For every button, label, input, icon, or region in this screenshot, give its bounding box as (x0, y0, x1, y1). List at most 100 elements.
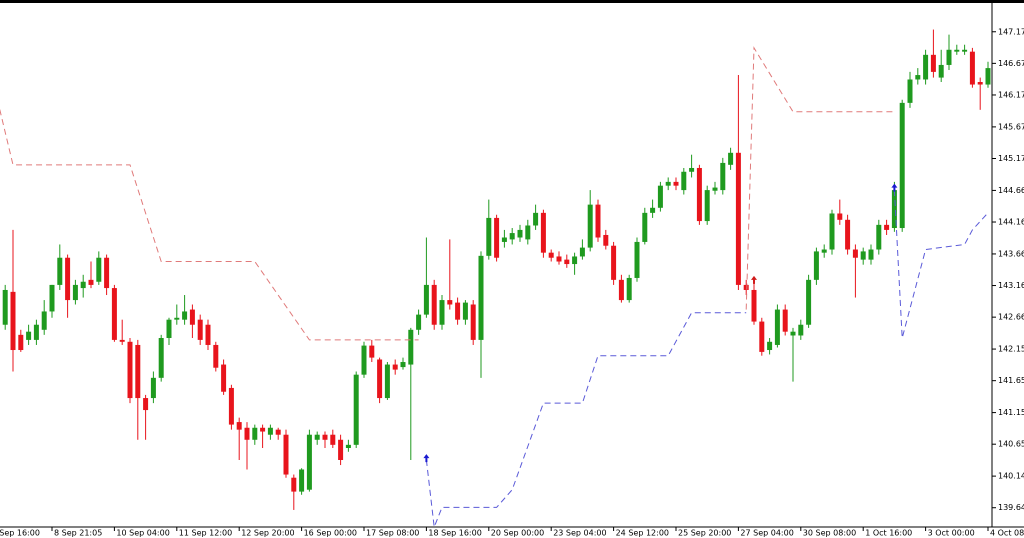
candle-body (837, 213, 843, 220)
y-tick-label: 144.165 (998, 218, 1024, 227)
candle-body (416, 314, 422, 330)
candle-body (267, 427, 273, 435)
x-tick-label: 23 Sep 04:00 (553, 529, 606, 538)
candle-body (494, 217, 500, 258)
candle-body (88, 279, 94, 285)
candle-body (111, 288, 117, 340)
y-tick-label: 141.655 (998, 376, 1024, 385)
candle-body (49, 284, 55, 312)
candle-body (361, 345, 367, 375)
candle-body (704, 190, 710, 222)
candle-body (501, 237, 507, 242)
candle-body (954, 49, 960, 52)
candle-body (899, 102, 905, 229)
candle-body (119, 339, 125, 342)
candle-body (213, 344, 219, 368)
candle-body (135, 344, 141, 399)
x-tick-label: 1 Oct 16:00 (865, 529, 912, 538)
candle-body (689, 167, 695, 172)
candle-body (41, 311, 47, 330)
x-tick-label: 10 Sep 04:00 (116, 529, 169, 538)
candle-body (72, 284, 78, 301)
candle-body (626, 277, 632, 301)
candle-body (182, 311, 188, 320)
y-tick-label: 143.660 (998, 249, 1024, 258)
candle-body (579, 247, 585, 257)
candle-body (338, 439, 344, 460)
x-tick-label: 5 Sep 16:00 (0, 529, 40, 538)
signal-arrow (423, 454, 430, 463)
y-tick-label: 147.175 (998, 27, 1024, 36)
candle-body (946, 49, 952, 65)
candle-body (556, 256, 562, 262)
candle-body (150, 377, 156, 399)
candle-body (774, 309, 780, 345)
x-tick-label: 24 Sep 12:00 (616, 529, 669, 538)
x-tick-label: 3 Oct 00:00 (928, 529, 975, 538)
candle-body (244, 427, 250, 440)
candle-body (696, 167, 702, 222)
candle-body (962, 49, 968, 52)
x-tick-label: 11 Sep 12:00 (179, 529, 232, 538)
candle-body (143, 398, 149, 411)
candle-body (540, 212, 546, 253)
candle-body (985, 68, 991, 85)
candle-body (174, 317, 180, 320)
candle-body (884, 224, 890, 230)
candle-body (969, 51, 975, 85)
y-tick-label: 145.670 (998, 122, 1024, 131)
y-tick-label: 143.160 (998, 281, 1024, 290)
candle-body (462, 302, 468, 320)
candle-body (455, 302, 461, 320)
candle-body (572, 256, 578, 265)
candle-body (197, 319, 203, 340)
candle-body (642, 212, 648, 242)
candle-body (400, 362, 406, 368)
x-tick-label: 16 Sep 00:00 (304, 529, 357, 538)
candle-body (782, 309, 788, 332)
candle-body (2, 289, 8, 325)
candle-body (977, 82, 983, 85)
candle-body (876, 224, 882, 250)
candle-body (377, 359, 383, 399)
stop-line (745, 46, 895, 310)
candle-body (829, 213, 835, 250)
candle-body (104, 257, 110, 289)
y-tick-label: 139.645 (998, 503, 1024, 512)
candle-body (330, 434, 336, 445)
candle-body (525, 225, 531, 240)
stop-line (893, 190, 989, 339)
candle-body (423, 284, 429, 315)
candle-body (548, 252, 554, 258)
candle-body (96, 257, 102, 282)
candle-body (228, 387, 234, 425)
candle-body (322, 434, 328, 440)
candle-body (431, 284, 437, 325)
candle-body (57, 257, 63, 285)
candle-body (447, 300, 453, 305)
candle-body (65, 257, 71, 301)
x-tick-label: 8 Sep 21:05 (54, 529, 102, 538)
candle-body (18, 334, 24, 351)
candle-body (798, 324, 804, 336)
candle-body (712, 187, 718, 191)
x-tick-label: 4 Oct 08:00 (990, 529, 1024, 538)
candle-body (813, 251, 819, 280)
candle-body (353, 374, 359, 445)
candle-body (720, 162, 726, 191)
candle-body (221, 364, 227, 392)
candle-body (369, 345, 375, 358)
candle-body (806, 279, 812, 325)
candle-body (275, 429, 281, 435)
candle-body (33, 324, 39, 340)
candle-body (205, 324, 211, 345)
candle-body (868, 249, 874, 260)
y-tick-label: 144.665 (998, 186, 1024, 195)
y-tick-label: 142.155 (998, 345, 1024, 354)
candle-body (587, 204, 593, 248)
candle-body (790, 331, 796, 336)
candle-body (384, 364, 390, 399)
candle-body (751, 289, 757, 322)
